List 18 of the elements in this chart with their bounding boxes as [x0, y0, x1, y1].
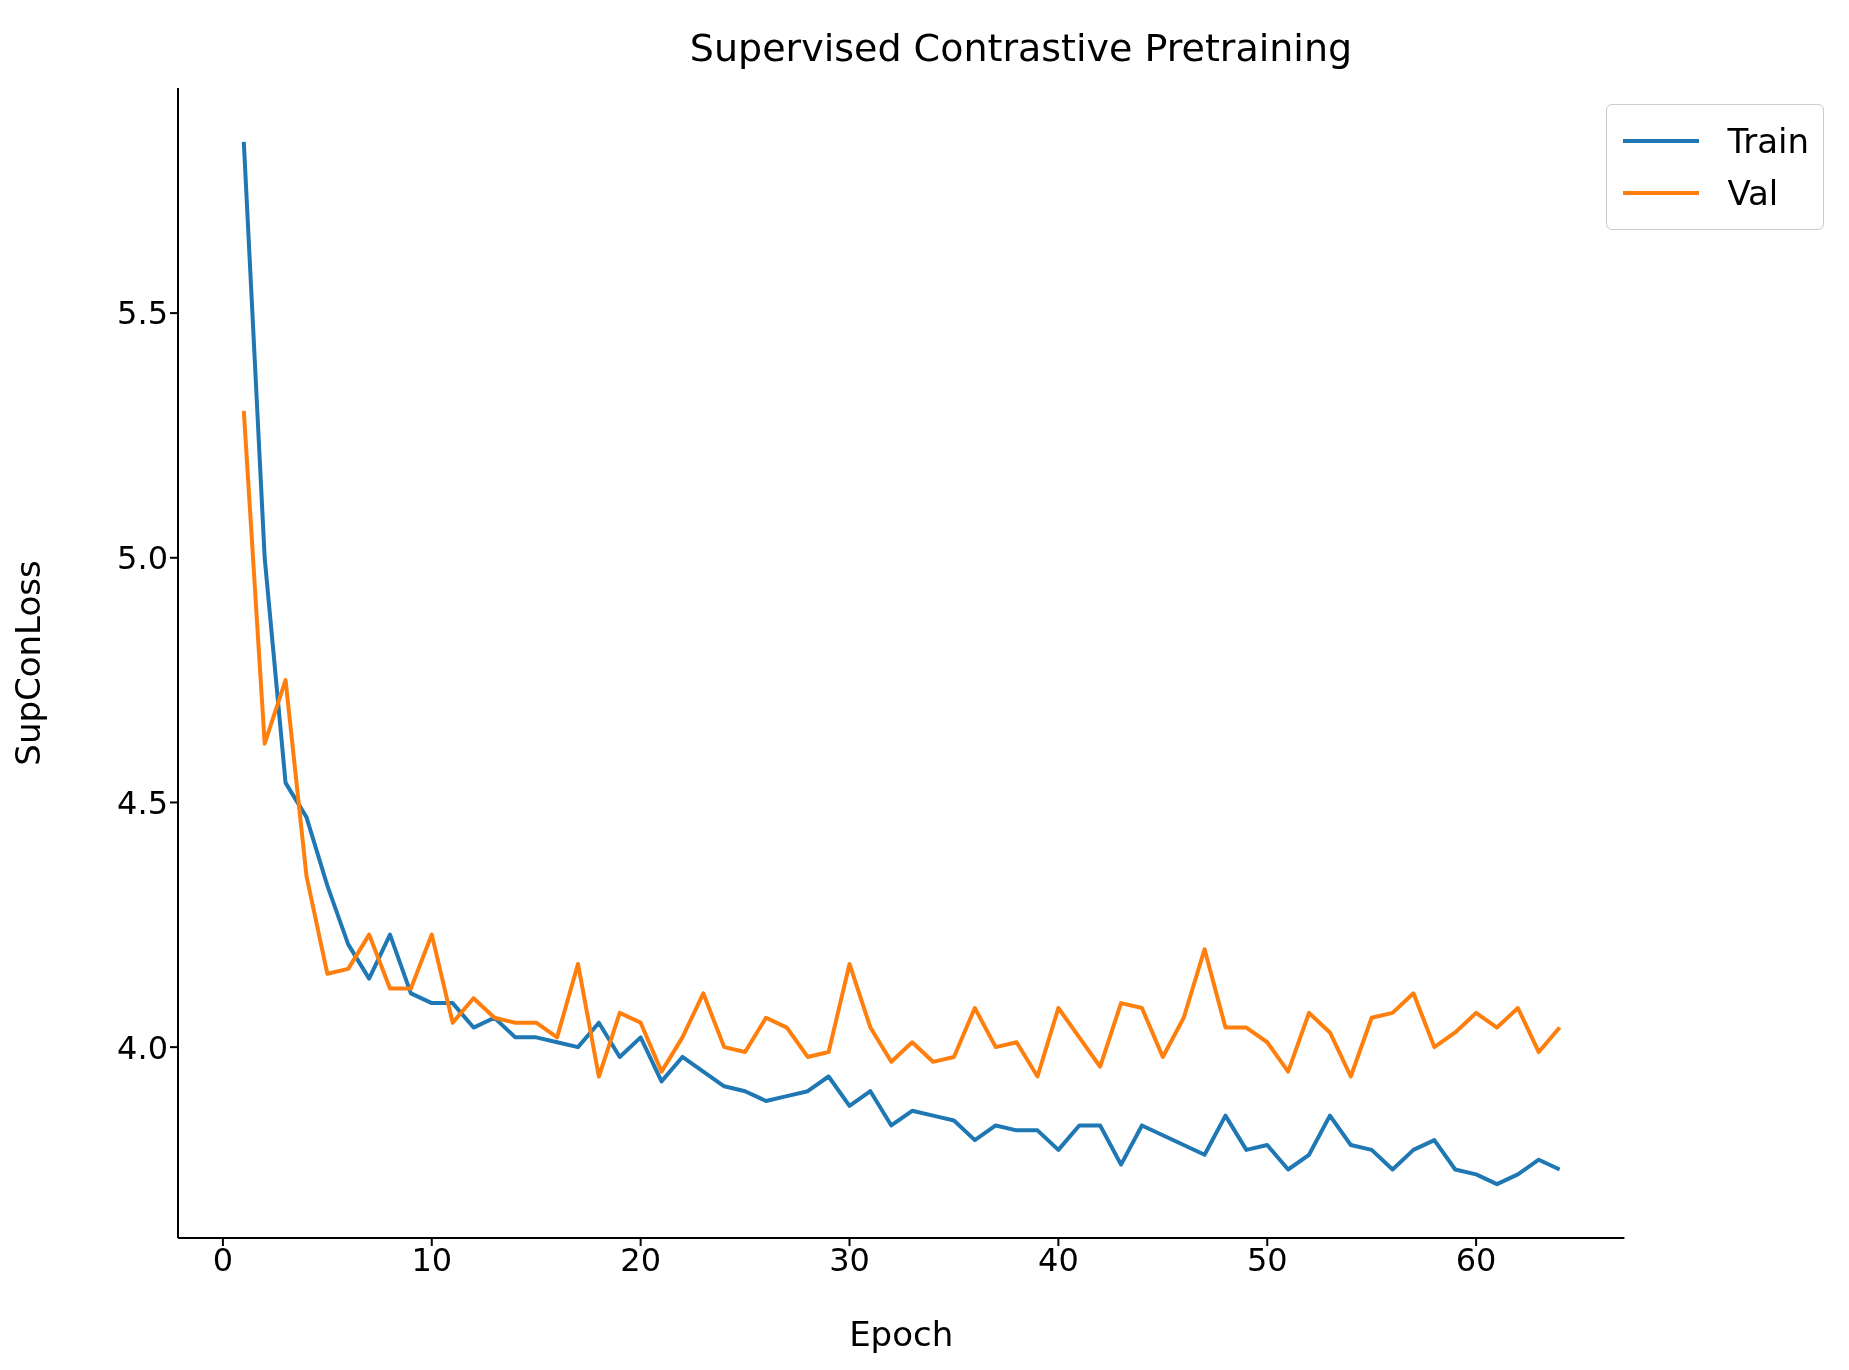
- y-tick-label: 5.0: [117, 539, 168, 578]
- line-series: [241, 139, 1562, 1187]
- line-series: [241, 408, 1562, 1079]
- x-tick-label: 10: [411, 1240, 453, 1279]
- y-axis-title: SupConLoss: [8, 560, 49, 766]
- chart-title: Supervised Contrastive Pretraining: [688, 26, 1354, 70]
- legend-label: Val: [1727, 173, 1779, 213]
- x-tick-label: 40: [1038, 1240, 1079, 1279]
- x-tick-label: 50: [1246, 1240, 1288, 1279]
- x-tick-label: 30: [829, 1240, 870, 1279]
- x-tick-label: 60: [1455, 1240, 1497, 1279]
- y-tick-label: 4.5: [117, 783, 168, 822]
- legend-label: Train: [1727, 121, 1809, 161]
- y-tick-label: 5.5: [117, 294, 168, 333]
- y-tick-label: 4.0: [117, 1028, 168, 1067]
- x-tick-label: 0: [212, 1240, 234, 1279]
- x-tick-label: 20: [620, 1240, 661, 1279]
- x-axis-title: Epoch: [849, 1314, 954, 1354]
